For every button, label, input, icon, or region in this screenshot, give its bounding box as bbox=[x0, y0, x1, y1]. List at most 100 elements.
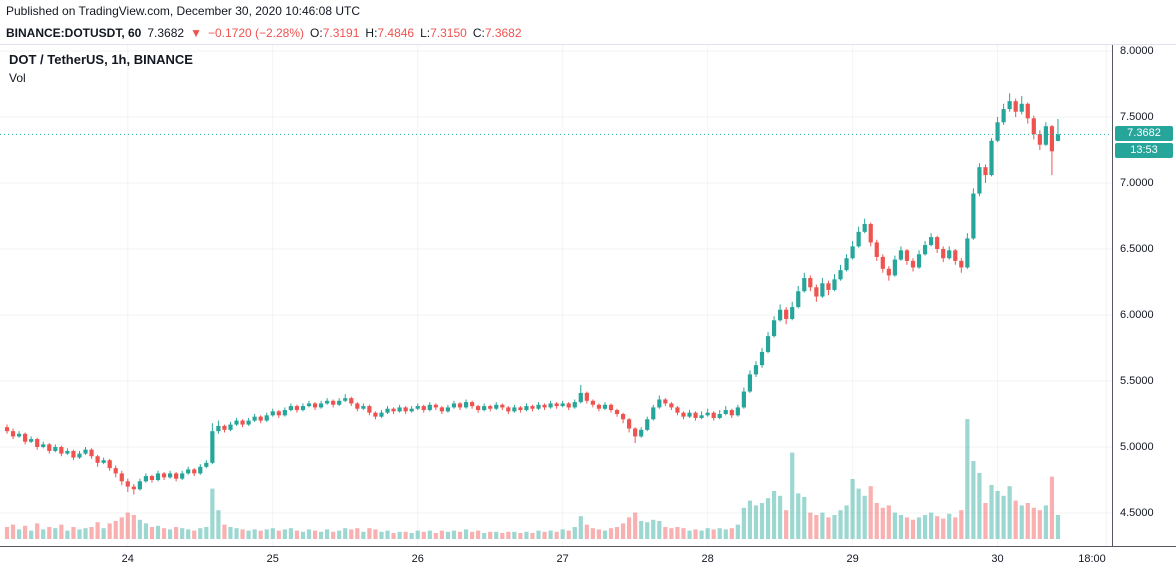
volume-bar bbox=[560, 529, 565, 539]
candle-body bbox=[288, 406, 293, 411]
candle-body bbox=[771, 320, 777, 337]
volume-bar bbox=[717, 528, 722, 539]
price-axis-label: 6.5000 bbox=[1120, 243, 1154, 255]
candle-body bbox=[89, 449, 94, 457]
candle-body bbox=[451, 403, 457, 408]
volume-bar bbox=[735, 524, 740, 539]
candle-body bbox=[892, 259, 897, 276]
volume-bar bbox=[264, 529, 269, 539]
candle-body bbox=[355, 403, 360, 409]
candle-body bbox=[935, 237, 940, 249]
volume-bar bbox=[228, 527, 233, 539]
volume-bar bbox=[391, 533, 396, 539]
candle-body bbox=[717, 414, 722, 418]
candle-body bbox=[270, 411, 275, 416]
volume-bar bbox=[657, 521, 662, 539]
time-axis-label: 28 bbox=[701, 553, 714, 565]
volume-bar bbox=[627, 517, 632, 539]
candle-body bbox=[300, 406, 306, 411]
candle-body bbox=[216, 425, 221, 432]
candle-body bbox=[741, 391, 746, 408]
candle-body bbox=[778, 309, 783, 321]
candle-body bbox=[512, 407, 517, 412]
candle-body bbox=[373, 412, 378, 417]
candle-body bbox=[645, 419, 650, 430]
candle-body bbox=[167, 473, 173, 478]
candle-body bbox=[572, 402, 577, 408]
volume-bar bbox=[119, 517, 124, 539]
volume-bar bbox=[174, 527, 179, 539]
candle-body bbox=[186, 469, 191, 474]
candle-body bbox=[602, 404, 608, 409]
volume-bar bbox=[234, 528, 239, 539]
volume-bar bbox=[367, 528, 372, 539]
candle-body bbox=[590, 400, 595, 405]
candle-body bbox=[65, 450, 70, 454]
candle-body bbox=[161, 473, 167, 478]
volume-bar bbox=[451, 530, 457, 539]
candle-body bbox=[608, 404, 614, 411]
volume-bar bbox=[198, 528, 203, 539]
volume-bar bbox=[1055, 515, 1061, 539]
time-axis-label: 27 bbox=[556, 553, 569, 565]
volume-bar bbox=[445, 531, 451, 539]
volume-bar bbox=[614, 527, 620, 539]
volume-bar bbox=[343, 528, 348, 539]
candle-body bbox=[59, 447, 64, 454]
candle-body bbox=[554, 403, 559, 407]
time-axis-label: 26 bbox=[411, 553, 424, 565]
volume-bar bbox=[953, 517, 958, 539]
candle-body bbox=[494, 404, 499, 409]
candle-body bbox=[403, 407, 408, 412]
volume-bar bbox=[784, 510, 789, 539]
candle-body bbox=[1001, 109, 1006, 123]
candle-body bbox=[868, 223, 873, 243]
candle-body bbox=[4, 427, 10, 432]
volume-bar bbox=[167, 529, 173, 539]
candlestick-plot[interactable] bbox=[0, 45, 1112, 546]
volume-bar bbox=[421, 531, 426, 539]
volume-bar bbox=[572, 527, 577, 539]
candle-body bbox=[16, 433, 22, 437]
candle-body bbox=[723, 410, 728, 414]
candle-body bbox=[620, 414, 626, 420]
candle-body bbox=[669, 403, 674, 408]
candle-body bbox=[524, 406, 529, 411]
candle-body bbox=[306, 403, 312, 407]
volume-bar bbox=[548, 530, 553, 539]
volume-bar bbox=[965, 419, 970, 539]
candle-body bbox=[131, 486, 136, 490]
candle-body bbox=[796, 291, 801, 308]
candle-body bbox=[312, 403, 318, 408]
volume-bar bbox=[512, 531, 517, 539]
volume-bar bbox=[820, 512, 825, 539]
volume-bar bbox=[113, 521, 118, 539]
candle-body bbox=[856, 231, 861, 247]
candle-body bbox=[246, 420, 251, 425]
price-axis[interactable]: 7.3682 13:53 8.0000 7.5000 7.0000 6.5000 6.0… bbox=[1112, 45, 1176, 546]
volume-bar bbox=[318, 531, 324, 539]
volume-bar bbox=[639, 521, 644, 539]
low-value: L:7.3150 bbox=[420, 25, 467, 40]
volume-bar bbox=[331, 531, 336, 539]
time-axis-label: 25 bbox=[266, 553, 279, 565]
candle-body bbox=[995, 122, 1000, 141]
volume-bar bbox=[1049, 476, 1055, 539]
candle-body bbox=[379, 412, 384, 417]
volume-bar bbox=[1043, 505, 1048, 539]
time-axis-label: 24 bbox=[121, 553, 134, 565]
volume-bar bbox=[530, 533, 535, 539]
candle-body bbox=[693, 412, 698, 418]
candle-body bbox=[174, 473, 179, 479]
time-axis[interactable]: 24 25 26 27 28 29 30 18:00 bbox=[0, 546, 1176, 574]
volume-bar bbox=[524, 531, 529, 539]
candle-body bbox=[222, 425, 227, 430]
candle-body bbox=[832, 279, 837, 290]
volume-bar bbox=[1025, 503, 1030, 539]
volume-bar bbox=[204, 527, 209, 539]
last-price-badge: 7.3682 bbox=[1115, 126, 1173, 142]
candle-body bbox=[687, 412, 692, 417]
candle-body bbox=[699, 415, 704, 418]
volume-bar bbox=[282, 529, 287, 539]
volume-bar bbox=[180, 528, 185, 539]
